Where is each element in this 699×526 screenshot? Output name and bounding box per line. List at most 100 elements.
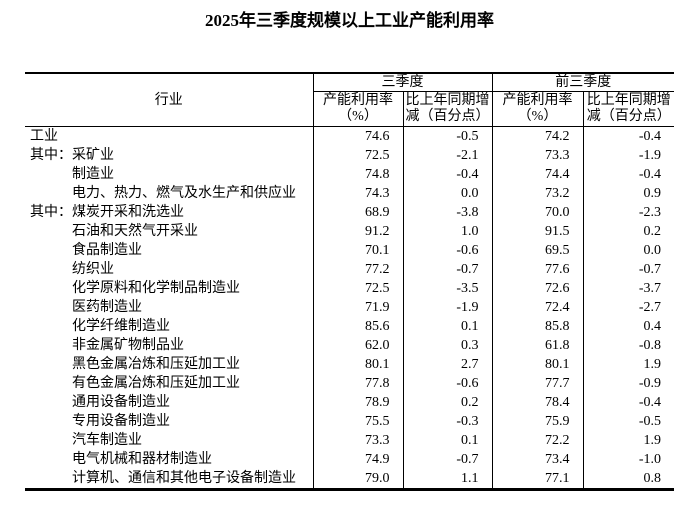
table-row: 医药制造业 71.9 -1.9 72.4 -2.7 [25, 298, 674, 317]
industry-cell: 石油和天然气开采业 [25, 222, 314, 241]
q3-utilization-cell: 71.9 [313, 298, 404, 317]
q3-utilization-cell: 80.1 [313, 355, 404, 374]
q3-utilization-cell: 75.5 [313, 412, 404, 431]
q3-change-cell: -0.4 [403, 165, 493, 184]
header-ytd-utilization: 产能利用率 （%） [492, 91, 584, 127]
industry-name: 计算机、通信和其他电子设备制造业 [72, 471, 296, 486]
ytd-change-cell: -2.3 [638, 205, 661, 220]
page: 2025年三季度规模以上工业产能利用率 行业 三季度 前三季度 产能利用率 （%… [0, 12, 699, 491]
industry-name: 有色金属冶炼和压延加工业 [72, 376, 240, 391]
industry-cell: 制造业 [25, 165, 314, 184]
table-row: 石油和天然气开采业 91.2 1.0 91.5 0.2 [25, 222, 674, 241]
ytd-utilization-cell: 72.6 [492, 279, 584, 298]
industry-cell: 其中：煤炭开采和洗选业 [25, 203, 314, 222]
industry-name: 非金属矿物制品业 [72, 338, 184, 353]
header-sub-row: 产能利用率 （%） 比上年同期增 减（百分点） 产能利用率 （%） 比上年同期增… [25, 91, 674, 127]
industry-name: 化学纤维制造业 [72, 319, 170, 334]
header-group-row: 行业 三季度 前三季度 [25, 73, 674, 127]
header-ytd-change: 比上年同期增 减（百分点） [583, 91, 674, 127]
ytd-utilization-cell: 72.4 [492, 298, 584, 317]
industry-cell: 黑色金属冶炼和压延加工业 [25, 355, 314, 374]
industry-name: 通用设备制造业 [72, 395, 170, 410]
q3-change-cell: 2.7 [403, 355, 493, 374]
industry-name: 化学原料和化学制品制造业 [72, 281, 240, 296]
ytd-change-cell: -0.9 [638, 376, 661, 391]
ytd-change-cell: -3.7 [638, 281, 661, 296]
table-row: 其中：采矿业 72.5 -2.1 73.3 -1.9 [25, 146, 674, 165]
industry-name: 专用设备制造业 [72, 414, 170, 429]
ytd-utilization-cell: 91.5 [492, 222, 584, 241]
industry-cell: 有色金属冶炼和压延加工业 [25, 374, 314, 393]
table-row: 计算机、通信和其他电子设备制造业 79.0 1.1 77.1 0.8 [25, 469, 674, 490]
capacity-utilization-table: 行业 三季度 前三季度 产能利用率 （%） 比上年同期增 减（百分点） 产能利用… [25, 72, 674, 491]
page-title: 2025年三季度规模以上工业产能利用率 [205, 11, 494, 30]
industry-cell: 食品制造业 [25, 241, 314, 260]
ytd-change-cell: -1.9 [638, 148, 661, 163]
ytd-utilization-cell: 77.7 [492, 374, 584, 393]
table-row: 有色金属冶炼和压延加工业 77.8 -0.6 77.7 -0.9 [25, 374, 674, 393]
industry-name: 医药制造业 [72, 300, 142, 315]
q3-change-cell: -0.6 [403, 241, 493, 260]
industry-name: 纺织业 [72, 262, 114, 277]
ytd-utilization-cell: 77.6 [492, 260, 584, 279]
ytd-utilization-cell: 80.1 [492, 355, 584, 374]
q3-change-cell: -0.3 [403, 412, 493, 431]
header-line: （%） [338, 109, 378, 124]
q3-utilization-cell: 91.2 [313, 222, 404, 241]
q3-utilization-cell: 70.1 [313, 241, 404, 260]
q3-change-cell: -0.5 [403, 126, 493, 146]
q3-utilization-cell: 73.3 [313, 431, 404, 450]
industry-name: 工业 [30, 129, 58, 144]
industry-cell: 汽车制造业 [25, 431, 314, 450]
industry-name: 电力、热力、燃气及水生产和供应业 [72, 186, 296, 201]
table-row: 电气机械和器材制造业 74.9 -0.7 73.4 -1.0 [25, 450, 674, 469]
ytd-utilization-cell: 70.0 [492, 203, 584, 222]
ytd-utilization-cell: 69.5 [492, 241, 584, 260]
q3-change-cell: -0.6 [403, 374, 493, 393]
table-row: 制造业 74.8 -0.4 74.4 -0.4 [25, 165, 674, 184]
table-row: 化学原料和化学制品制造业 72.5 -3.5 72.6 -3.7 [25, 279, 674, 298]
ytd-utilization-cell: 75.9 [492, 412, 584, 431]
industry-name: 制造业 [72, 167, 114, 182]
q3-utilization-cell: 62.0 [313, 336, 404, 355]
header-q3-change: 比上年同期增 减（百分点） [403, 91, 493, 127]
ytd-utilization-cell: 74.4 [492, 165, 584, 184]
q3-change-cell: 0.0 [403, 184, 493, 203]
industry-name: 采矿业 [72, 148, 114, 163]
q3-utilization-cell: 85.6 [313, 317, 404, 336]
q3-utilization-cell: 74.9 [313, 450, 404, 469]
q3-utilization-cell: 79.0 [313, 469, 404, 490]
industry-cell: 非金属矿物制品业 [25, 336, 314, 355]
ytd-utilization-cell: 73.4 [492, 450, 584, 469]
ytd-change-cell: 0.4 [643, 319, 662, 334]
ytd-change-cell: -0.4 [638, 167, 661, 182]
ytd-utilization-cell: 73.3 [492, 146, 584, 165]
ytd-change-cell: -0.7 [638, 262, 661, 277]
q3-utilization-cell: 74.8 [313, 165, 404, 184]
ytd-utilization-cell: 74.2 [492, 126, 584, 146]
q3-change-cell: -3.8 [403, 203, 493, 222]
row-prefix: 其中： [30, 148, 72, 163]
header-line: 产能利用率 [323, 93, 393, 108]
industry-cell: 纺织业 [25, 260, 314, 279]
ytd-utilization-cell: 77.1 [492, 469, 584, 490]
q3-utilization-cell: 72.5 [313, 279, 404, 298]
industry-cell: 计算机、通信和其他电子设备制造业 [25, 469, 314, 490]
ytd-change-cell: 0.0 [643, 243, 662, 258]
header-q3-group: 三季度 [313, 73, 493, 92]
table-row: 食品制造业 70.1 -0.6 69.5 0.0 [25, 241, 674, 260]
q3-change-cell: -2.1 [403, 146, 493, 165]
table-row: 其中：煤炭开采和洗选业 68.9 -3.8 70.0 -2.3 [25, 203, 674, 222]
industry-cell: 工业 [25, 126, 314, 146]
ytd-change-cell: -2.7 [638, 300, 661, 315]
header-line: （%） [517, 109, 558, 124]
header-ytd-group: 前三季度 [492, 73, 674, 92]
industry-cell: 医药制造业 [25, 298, 314, 317]
q3-change-cell: 0.1 [403, 317, 493, 336]
header-line: 减（百分点） [586, 109, 671, 124]
industry-name: 汽车制造业 [72, 433, 142, 448]
table-row: 通用设备制造业 78.9 0.2 78.4 -0.4 [25, 393, 674, 412]
header-line: 减（百分点） [405, 109, 490, 124]
table-body: 工业 74.6 -0.5 74.2 -0.4 其中：采矿业 72.5 -2.1 … [25, 126, 674, 490]
ytd-utilization-cell: 73.2 [492, 184, 584, 203]
